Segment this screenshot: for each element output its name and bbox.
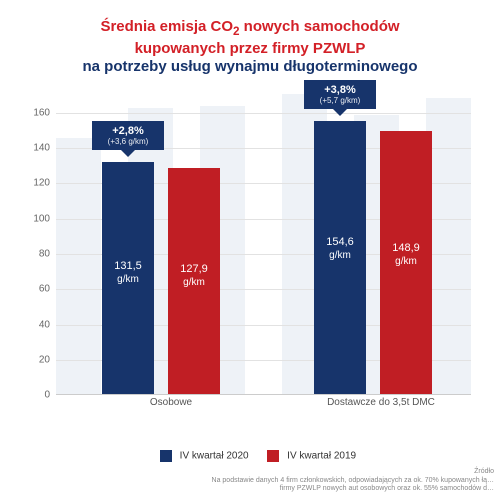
y-tick-label: 60 [20,284,50,295]
y-tick-label: 160 [20,107,50,118]
bar: 131,5g/km [102,162,154,394]
title-line1: Średnia emisja CO2 nowych samochodów [20,18,480,40]
y-tick-label: 80 [20,248,50,259]
y-tick-label: 140 [20,143,50,154]
gridline [56,113,471,114]
change-flag: +3,8%(+5,7 g/km) [304,80,376,109]
bar-value-label: 131,5g/km [102,260,154,286]
bar: 148,9g/km [380,131,432,394]
chart: 131,5g/km 127,9g/km +2,8%(+3,6 g/km) 154,6g… [20,95,480,435]
background-column [426,98,471,394]
legend-label-2020: IV kwartał 2020 [180,451,249,462]
legend: IV kwartał 2020 IV kwartał 2019 [0,450,500,462]
legend-swatch-2019 [267,450,279,462]
change-flag: +2,8%(+3,6 g/km) [92,121,164,150]
title-line3: na potrzeby usług wynajmu długoterminowe… [20,58,480,77]
title-line2: kupowanych przez firmy PZWLP [20,40,480,59]
y-tick-label: 100 [20,213,50,224]
plot-area: 131,5g/km 127,9g/km +2,8%(+3,6 g/km) 154,6g… [56,95,471,395]
legend-swatch-2020 [160,450,172,462]
chart-title: Średnia emisja CO2 nowych samochodów kup… [0,0,500,85]
footer-source: Źródło [212,468,494,477]
y-tick-label: 40 [20,319,50,330]
footer: Źródło Na podstawie danych 4 firm członk… [212,468,494,494]
footer-line1: Na podstawie danych 4 firm członkowskich… [212,477,494,486]
x-category-label: Osobowe [116,397,226,408]
legend-label-2019: IV kwartał 2019 [287,451,356,462]
y-tick-label: 0 [20,390,50,401]
y-tick-label: 120 [20,178,50,189]
bar-value-label: 148,9g/km [380,242,432,268]
footer-line2: firmy PZWLP nowych aut osobowych oraz ok… [212,485,494,494]
bar-value-label: 127,9g/km [168,263,220,289]
y-tick-label: 20 [20,354,50,365]
background-column [56,138,101,394]
bar: 154,6g/km [314,121,366,394]
bar-value-label: 154,6g/km [314,236,366,262]
x-category-label: Dostawcze do 3,5t DMC [306,397,456,408]
bar: 127,9g/km [168,168,220,394]
